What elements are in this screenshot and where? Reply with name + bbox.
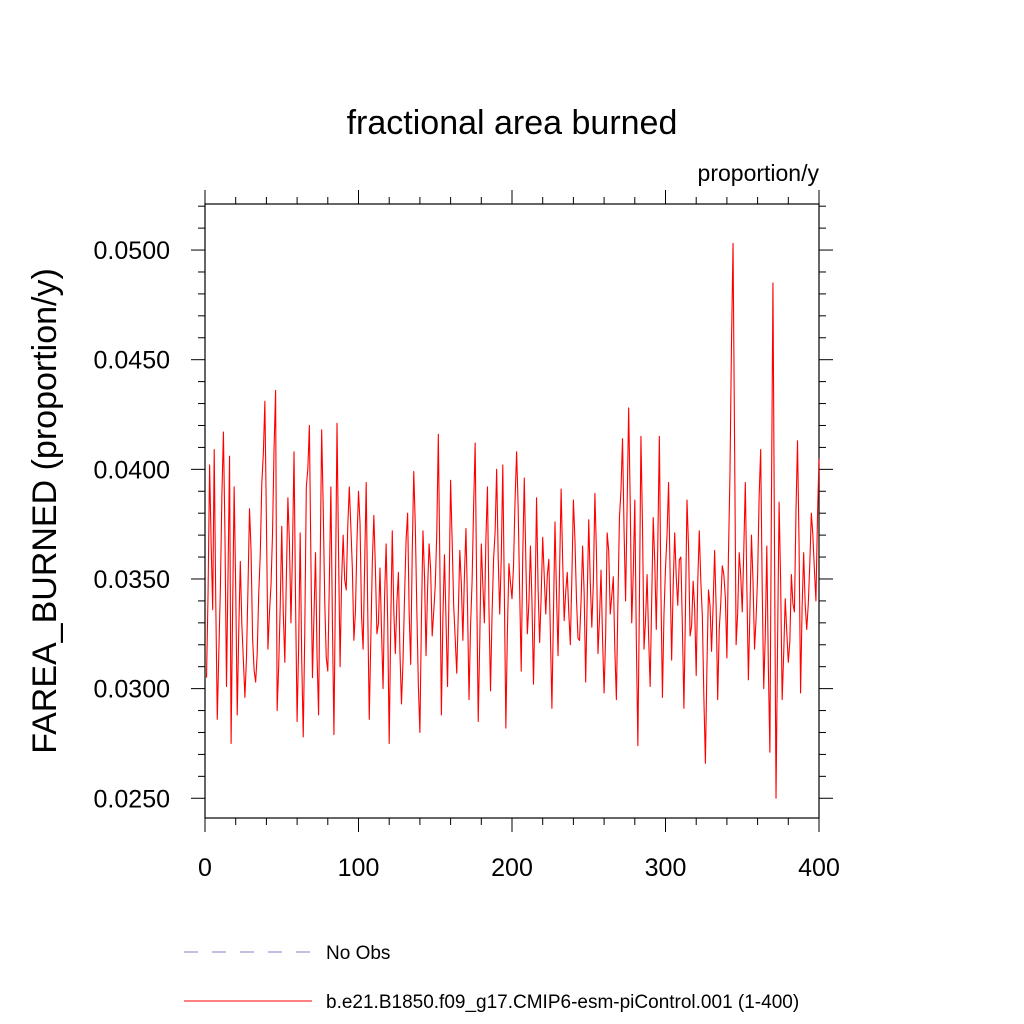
chart-subtitle: proportion/y [698, 160, 820, 186]
plot-frame [204, 203, 820, 819]
x-tick-label: 0 [198, 854, 212, 882]
y-tick-label: 0.0300 [94, 676, 170, 704]
x-tick-label: 200 [491, 854, 533, 882]
y-tick-label: 0.0400 [94, 456, 170, 484]
series-layer [205, 242, 820, 799]
legend-label: b.e21.B1850.f09_g17.CMIP6-esm-piControl.… [326, 992, 799, 1013]
y-tick-label: 0.0250 [94, 785, 170, 813]
y-axis-label: FAREA_BURNED (proportion/y) [26, 268, 64, 754]
tick-labels: 0 100 200 300 400 0.0250 0.0300 0.0350 0.0400 0.0… [94, 237, 840, 882]
y-tick-label: 0.0500 [94, 237, 170, 265]
legend-label: No Obs [326, 943, 390, 964]
plot-area: 0 100 200 300 400 0.0250 0.0300 0.0350 0.0400 0.0… [94, 190, 840, 882]
axis-ticks [191, 190, 833, 832]
legend: No Obs b.e21.B1850.f09_g17.CMIP6-esm-piCo… [184, 943, 799, 1013]
x-tick-label: 400 [798, 854, 840, 882]
series-line [205, 242, 820, 799]
chart-title: fractional area burned [347, 104, 678, 142]
y-tick-label: 0.0350 [94, 566, 170, 594]
y-tick-label: 0.0450 [94, 347, 170, 375]
x-tick-label: 300 [645, 854, 687, 882]
x-tick-label: 100 [338, 854, 380, 882]
